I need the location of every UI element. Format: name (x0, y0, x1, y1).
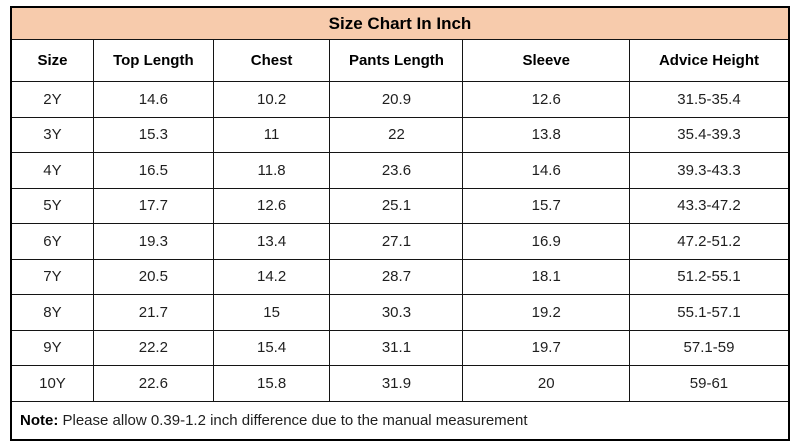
top-length-cell: 15.3 (92, 116, 214, 153)
advice-height-cell: 31.5-35.4 (628, 81, 790, 118)
table-row: 6Y 19.3 13.4 27.1 16.9 47.2-51.2 (10, 223, 790, 260)
size-cell: 6Y (10, 223, 94, 260)
size-cell: 2Y (10, 81, 94, 118)
column-header-size: Size (10, 39, 94, 82)
sleeve-cell: 19.7 (462, 329, 630, 366)
advice-height-cell: 57.1-59 (628, 329, 790, 366)
table-row: 10Y 22.6 15.8 31.9 20 59-61 (10, 365, 790, 402)
chest-cell: 12.6 (212, 187, 331, 224)
table-row: 5Y 17.7 12.6 25.1 15.7 43.3-47.2 (10, 187, 790, 224)
pants-length-cell: 31.9 (329, 365, 464, 402)
sleeve-cell: 12.6 (462, 81, 630, 118)
pants-length-cell: 30.3 (329, 294, 464, 331)
size-cell: 7Y (10, 258, 94, 295)
top-length-cell: 22.6 (92, 365, 214, 402)
table-row: 9Y 22.2 15.4 31.1 19.7 57.1-59 (10, 329, 790, 366)
table-row: 8Y 21.7 15 30.3 19.2 55.1-57.1 (10, 294, 790, 331)
sleeve-cell: 13.8 (462, 116, 630, 153)
table-note-row: Note: Please allow 0.39-1.2 inch differe… (10, 400, 790, 440)
chest-cell: 15.8 (212, 365, 331, 402)
top-length-cell: 22.2 (92, 329, 214, 366)
advice-height-cell: 59-61 (628, 365, 790, 402)
advice-height-cell: 55.1-57.1 (628, 294, 790, 331)
top-length-cell: 16.5 (92, 152, 214, 189)
chest-cell: 13.4 (212, 223, 331, 260)
sleeve-cell: 16.9 (462, 223, 630, 260)
sleeve-cell: 20 (462, 365, 630, 402)
advice-height-cell: 39.3-43.3 (628, 152, 790, 189)
chest-cell: 15 (212, 294, 331, 331)
size-cell: 8Y (10, 294, 94, 331)
note-text: Please allow 0.39-1.2 inch difference du… (58, 411, 528, 429)
chest-cell: 11 (212, 116, 331, 153)
chest-cell: 15.4 (212, 329, 331, 366)
measurement-note: Note: Please allow 0.39-1.2 inch differe… (10, 400, 790, 440)
size-cell: 5Y (10, 187, 94, 224)
top-length-cell: 19.3 (92, 223, 214, 260)
pants-length-cell: 23.6 (329, 152, 464, 189)
table-title: Size Chart In Inch (10, 6, 790, 40)
advice-height-cell: 47.2-51.2 (628, 223, 790, 260)
pants-length-cell: 28.7 (329, 258, 464, 295)
column-header-pants-length: Pants Length (329, 39, 464, 82)
table-header-row: Size Top Length Chest Pants Length Sleev… (10, 39, 790, 82)
column-header-advice-height: Advice Height (628, 39, 790, 82)
top-length-cell: 21.7 (92, 294, 214, 331)
chest-cell: 14.2 (212, 258, 331, 295)
sleeve-cell: 19.2 (462, 294, 630, 331)
pants-length-cell: 27.1 (329, 223, 464, 260)
column-header-top-length: Top Length (92, 39, 214, 82)
chest-cell: 10.2 (212, 81, 331, 118)
pants-length-cell: 20.9 (329, 81, 464, 118)
size-cell: 4Y (10, 152, 94, 189)
column-header-chest: Chest (212, 39, 331, 82)
table-row: 3Y 15.3 11 22 13.8 35.4-39.3 (10, 116, 790, 153)
top-length-cell: 17.7 (92, 187, 214, 224)
sleeve-cell: 15.7 (462, 187, 630, 224)
table-row: 4Y 16.5 11.8 23.6 14.6 39.3-43.3 (10, 152, 790, 189)
table-title-row: Size Chart In Inch (10, 6, 790, 40)
pants-length-cell: 25.1 (329, 187, 464, 224)
size-cell: 10Y (10, 365, 94, 402)
sleeve-cell: 14.6 (462, 152, 630, 189)
note-label: Note: (20, 411, 59, 429)
advice-height-cell: 35.4-39.3 (628, 116, 790, 153)
pants-length-cell: 31.1 (329, 329, 464, 366)
pants-length-cell: 22 (329, 116, 464, 153)
column-header-sleeve: Sleeve (462, 39, 630, 82)
size-chart-table: Size Chart In Inch Size Top Length Chest… (10, 6, 790, 441)
table-row: 7Y 20.5 14.2 28.7 18.1 51.2-55.1 (10, 258, 790, 295)
size-cell: 9Y (10, 329, 94, 366)
chest-cell: 11.8 (212, 152, 331, 189)
advice-height-cell: 43.3-47.2 (628, 187, 790, 224)
sleeve-cell: 18.1 (462, 258, 630, 295)
top-length-cell: 14.6 (92, 81, 214, 118)
size-cell: 3Y (10, 116, 94, 153)
top-length-cell: 20.5 (92, 258, 214, 295)
advice-height-cell: 51.2-55.1 (628, 258, 790, 295)
table-row: 2Y 14.6 10.2 20.9 12.6 31.5-35.4 (10, 81, 790, 118)
